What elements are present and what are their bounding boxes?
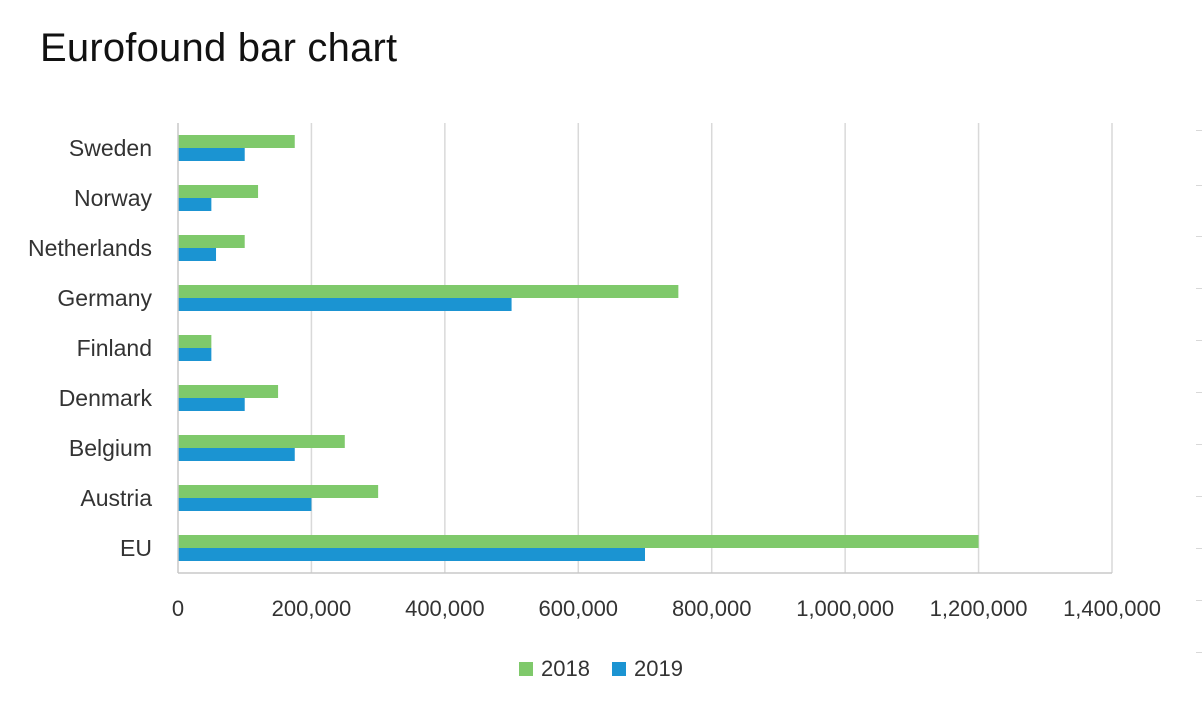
legend-item-2019[interactable]: 2019 xyxy=(612,656,683,682)
legend-label-2019: 2019 xyxy=(634,656,683,681)
edge-dash xyxy=(1196,185,1202,186)
bar-2019-belgium xyxy=(178,448,295,461)
bar-2019-austria xyxy=(178,498,312,511)
x-tick-label: 1,400,000 xyxy=(1063,596,1161,621)
x-tick-label: 1,200,000 xyxy=(930,596,1028,621)
x-tick-label: 200,000 xyxy=(272,596,352,621)
bar-2019-netherlands xyxy=(178,248,217,261)
legend-swatch-2018 xyxy=(519,662,534,676)
edge-dash xyxy=(1196,392,1202,393)
category-label: Finland xyxy=(77,335,152,361)
legend-label-2018: 2018 xyxy=(541,656,590,681)
legend-item-2018[interactable]: 2018 xyxy=(519,656,590,682)
legend-swatch-2019 xyxy=(612,662,626,676)
bar-2018-denmark xyxy=(178,385,279,398)
category-label: EU xyxy=(120,535,152,561)
edge-dash xyxy=(1196,236,1202,237)
bar-2018-germany xyxy=(178,285,679,298)
category-label: Belgium xyxy=(69,435,152,461)
gridlines xyxy=(310,123,1113,573)
x-tick-labels: 0 200,000 400,000 600,000 800,000 1,000,000 1,… xyxy=(172,596,1161,621)
category-label: Germany xyxy=(57,285,152,311)
x-tick-label: 1,000,000 xyxy=(796,596,894,621)
edge-dash xyxy=(1196,548,1202,549)
bar-2019-sweden xyxy=(178,148,245,161)
category-label: Sweden xyxy=(69,135,152,161)
chart-title: Eurofound bar chart xyxy=(40,26,398,70)
bar-2018-belgium xyxy=(178,435,345,448)
bar-2019-germany xyxy=(178,298,512,311)
bar-2019-eu xyxy=(178,548,645,561)
bar-2018-norway xyxy=(178,185,259,198)
edge-dash xyxy=(1196,130,1202,131)
edge-dash xyxy=(1196,444,1202,445)
category-label: Netherlands xyxy=(28,235,152,261)
bar-2019-finland xyxy=(178,348,212,361)
edge-dash xyxy=(1196,340,1202,341)
bar-2018-finland xyxy=(178,335,212,348)
bars xyxy=(178,135,979,561)
edge-dash xyxy=(1196,652,1202,653)
category-labels: Sweden Norway Netherlands Germany Finland Den… xyxy=(28,135,153,561)
category-label: Denmark xyxy=(59,385,153,411)
bar-2018-sweden xyxy=(178,135,295,148)
edge-dash xyxy=(1196,600,1202,601)
bar-2018-netherlands xyxy=(178,235,245,248)
category-label: Norway xyxy=(74,185,152,211)
legend: 2018 2019 xyxy=(0,656,1202,682)
x-tick-label: 0 xyxy=(172,596,184,621)
category-label: Austria xyxy=(80,485,152,511)
x-tick-label: 800,000 xyxy=(672,596,752,621)
bar-2019-denmark xyxy=(178,398,245,411)
x-tick-label: 400,000 xyxy=(405,596,485,621)
x-tick-label: 600,000 xyxy=(539,596,619,621)
bar-2018-eu xyxy=(178,535,979,548)
axes xyxy=(177,123,1112,574)
bar-2019-norway xyxy=(178,198,212,211)
edge-dash xyxy=(1196,496,1202,497)
edge-dash xyxy=(1196,288,1202,289)
bar-2018-austria xyxy=(178,485,379,498)
